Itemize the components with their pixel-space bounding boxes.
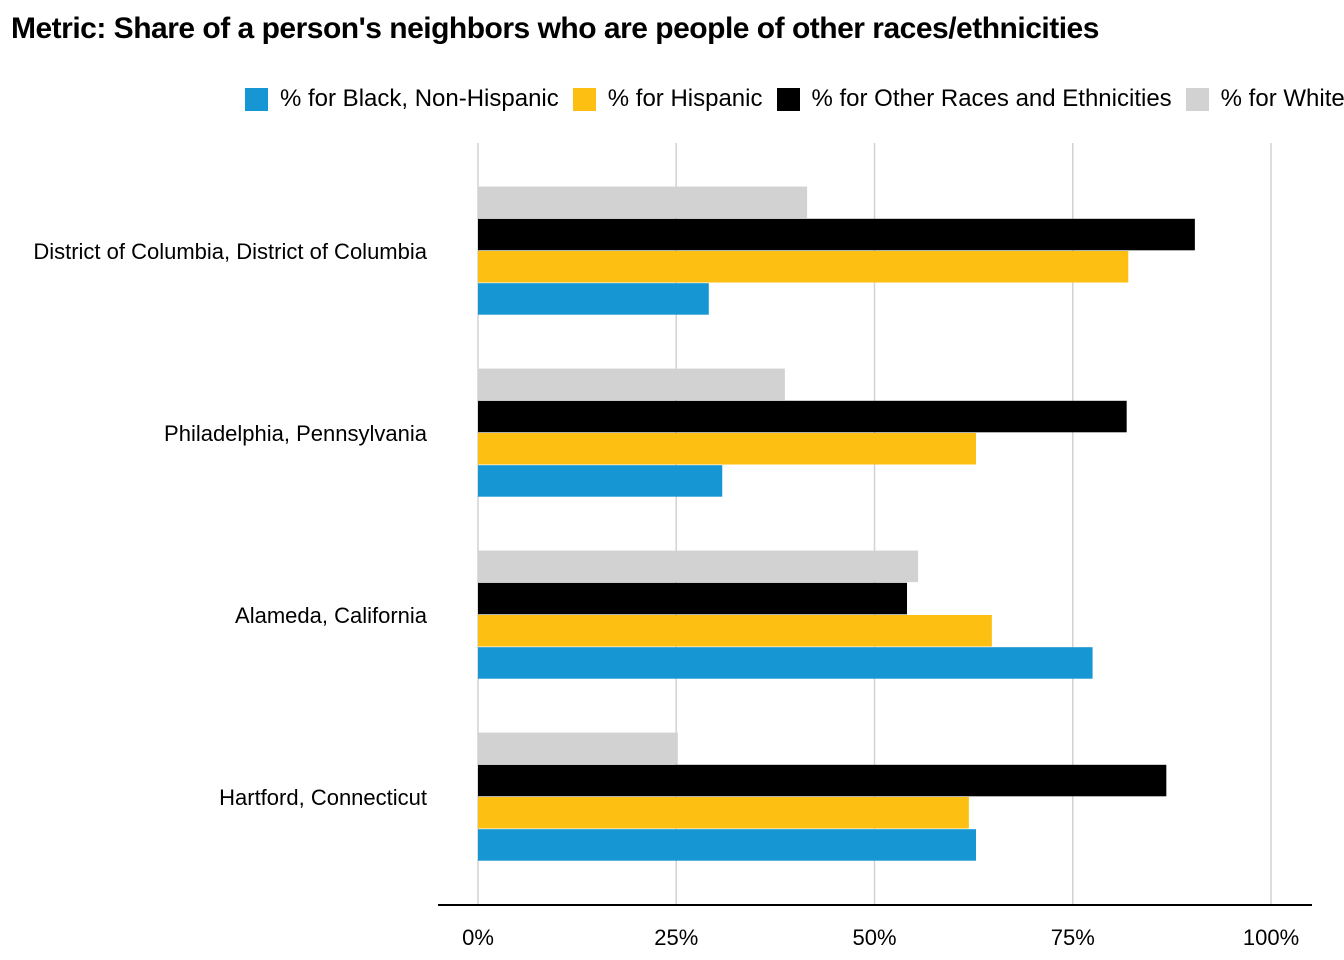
chart-title: Metric: Share of a person's neighbors wh… (11, 12, 1099, 45)
bar (478, 465, 723, 497)
category-label: Alameda, California (235, 603, 428, 628)
bar (478, 186, 808, 219)
bar (478, 582, 908, 615)
category-label: Philadelphia, Pennsylvania (164, 421, 428, 446)
legend-swatch (572, 87, 596, 111)
legend-label: % for Black, Non-Hispanic (280, 85, 559, 112)
bar (478, 218, 1195, 251)
legend-swatch (245, 87, 268, 111)
bar (478, 368, 785, 401)
x-tick-label: 100% (1243, 925, 1299, 950)
bar (478, 251, 1129, 283)
x-tick-label: 75% (1051, 925, 1095, 950)
category-label: Hartford, Connecticut (219, 785, 427, 810)
bar (478, 400, 1127, 433)
bar (478, 764, 1167, 797)
legend-item-other[interactable]: % for Other Races and Ethnicities (776, 85, 1172, 113)
category-label: District of Columbia, District of Columb… (33, 239, 427, 264)
x-tick-label: 0% (462, 925, 494, 950)
legend-label: % for White (1220, 85, 1344, 112)
legend: % for Black, Non-Hispanic % for Hispanic… (245, 84, 1344, 114)
bar (478, 283, 709, 315)
legend-label: % for Other Races and Ethnicities (811, 85, 1172, 112)
legend-item-white[interactable]: % for White (1185, 85, 1344, 113)
legend-swatch (776, 87, 800, 111)
legend-label: % for Hispanic (607, 85, 763, 112)
bar (478, 433, 977, 465)
bar (478, 797, 969, 829)
bar (478, 829, 977, 861)
legend-item-black[interactable]: % for Black, Non-Hispanic (245, 85, 559, 113)
x-tick-label: 25% (654, 925, 698, 950)
bar (478, 550, 919, 583)
x-tick-label: 50% (852, 925, 896, 950)
bar (478, 732, 678, 765)
bar (478, 647, 1093, 679)
legend-item-hispanic[interactable]: % for Hispanic (572, 85, 763, 113)
legend-swatch (1185, 87, 1209, 111)
bar (478, 615, 992, 647)
